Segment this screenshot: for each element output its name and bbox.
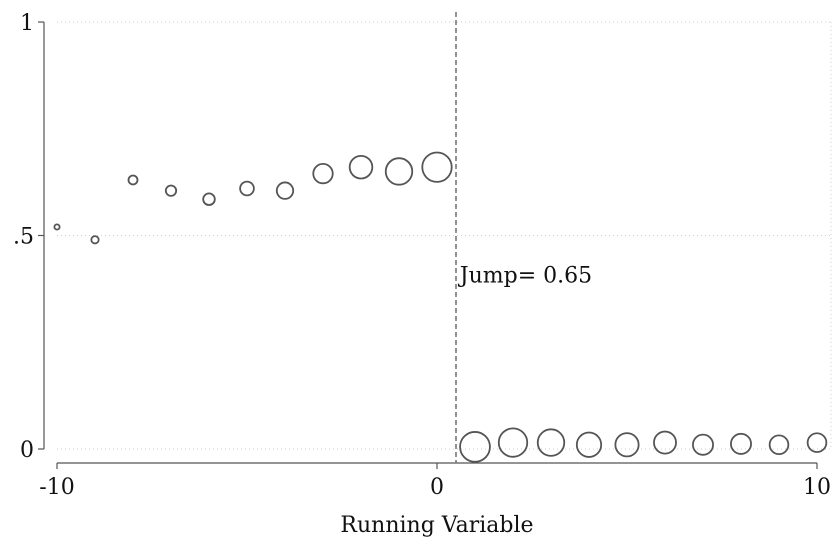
data-point [202, 192, 216, 206]
data-point [653, 430, 677, 455]
data-point [127, 174, 139, 186]
y-tick-label: 0 [20, 438, 34, 463]
axis-layer: 0.51-10 0 10 [13, 11, 831, 500]
x-tick-label: -10 [39, 475, 74, 500]
data-point [536, 428, 566, 457]
data-point [575, 431, 603, 458]
data-point [275, 181, 295, 200]
x-tick-label: 0 [430, 475, 444, 500]
data-point [239, 180, 255, 197]
data-point [384, 157, 414, 186]
jump-annotation: Jump= 0.65 [458, 263, 592, 288]
data-point [692, 433, 714, 456]
x-axis-label: Running Variable [340, 513, 533, 538]
data-point [348, 154, 374, 180]
x-tick-label: 10 [803, 475, 831, 500]
data-point [768, 434, 790, 456]
y-tick-label: 1 [20, 11, 34, 36]
data-point [90, 235, 100, 245]
data-point [53, 223, 61, 231]
data-point [730, 432, 752, 455]
data-point [497, 427, 529, 458]
grid-layer [57, 21, 832, 450]
y-tick-label: .5 [13, 225, 34, 250]
data-point [459, 431, 491, 463]
data-point [806, 432, 828, 453]
data-point [614, 432, 640, 458]
data-point [312, 162, 334, 185]
points-layer [53, 151, 828, 463]
data-point [421, 151, 453, 183]
data-point [164, 184, 178, 197]
